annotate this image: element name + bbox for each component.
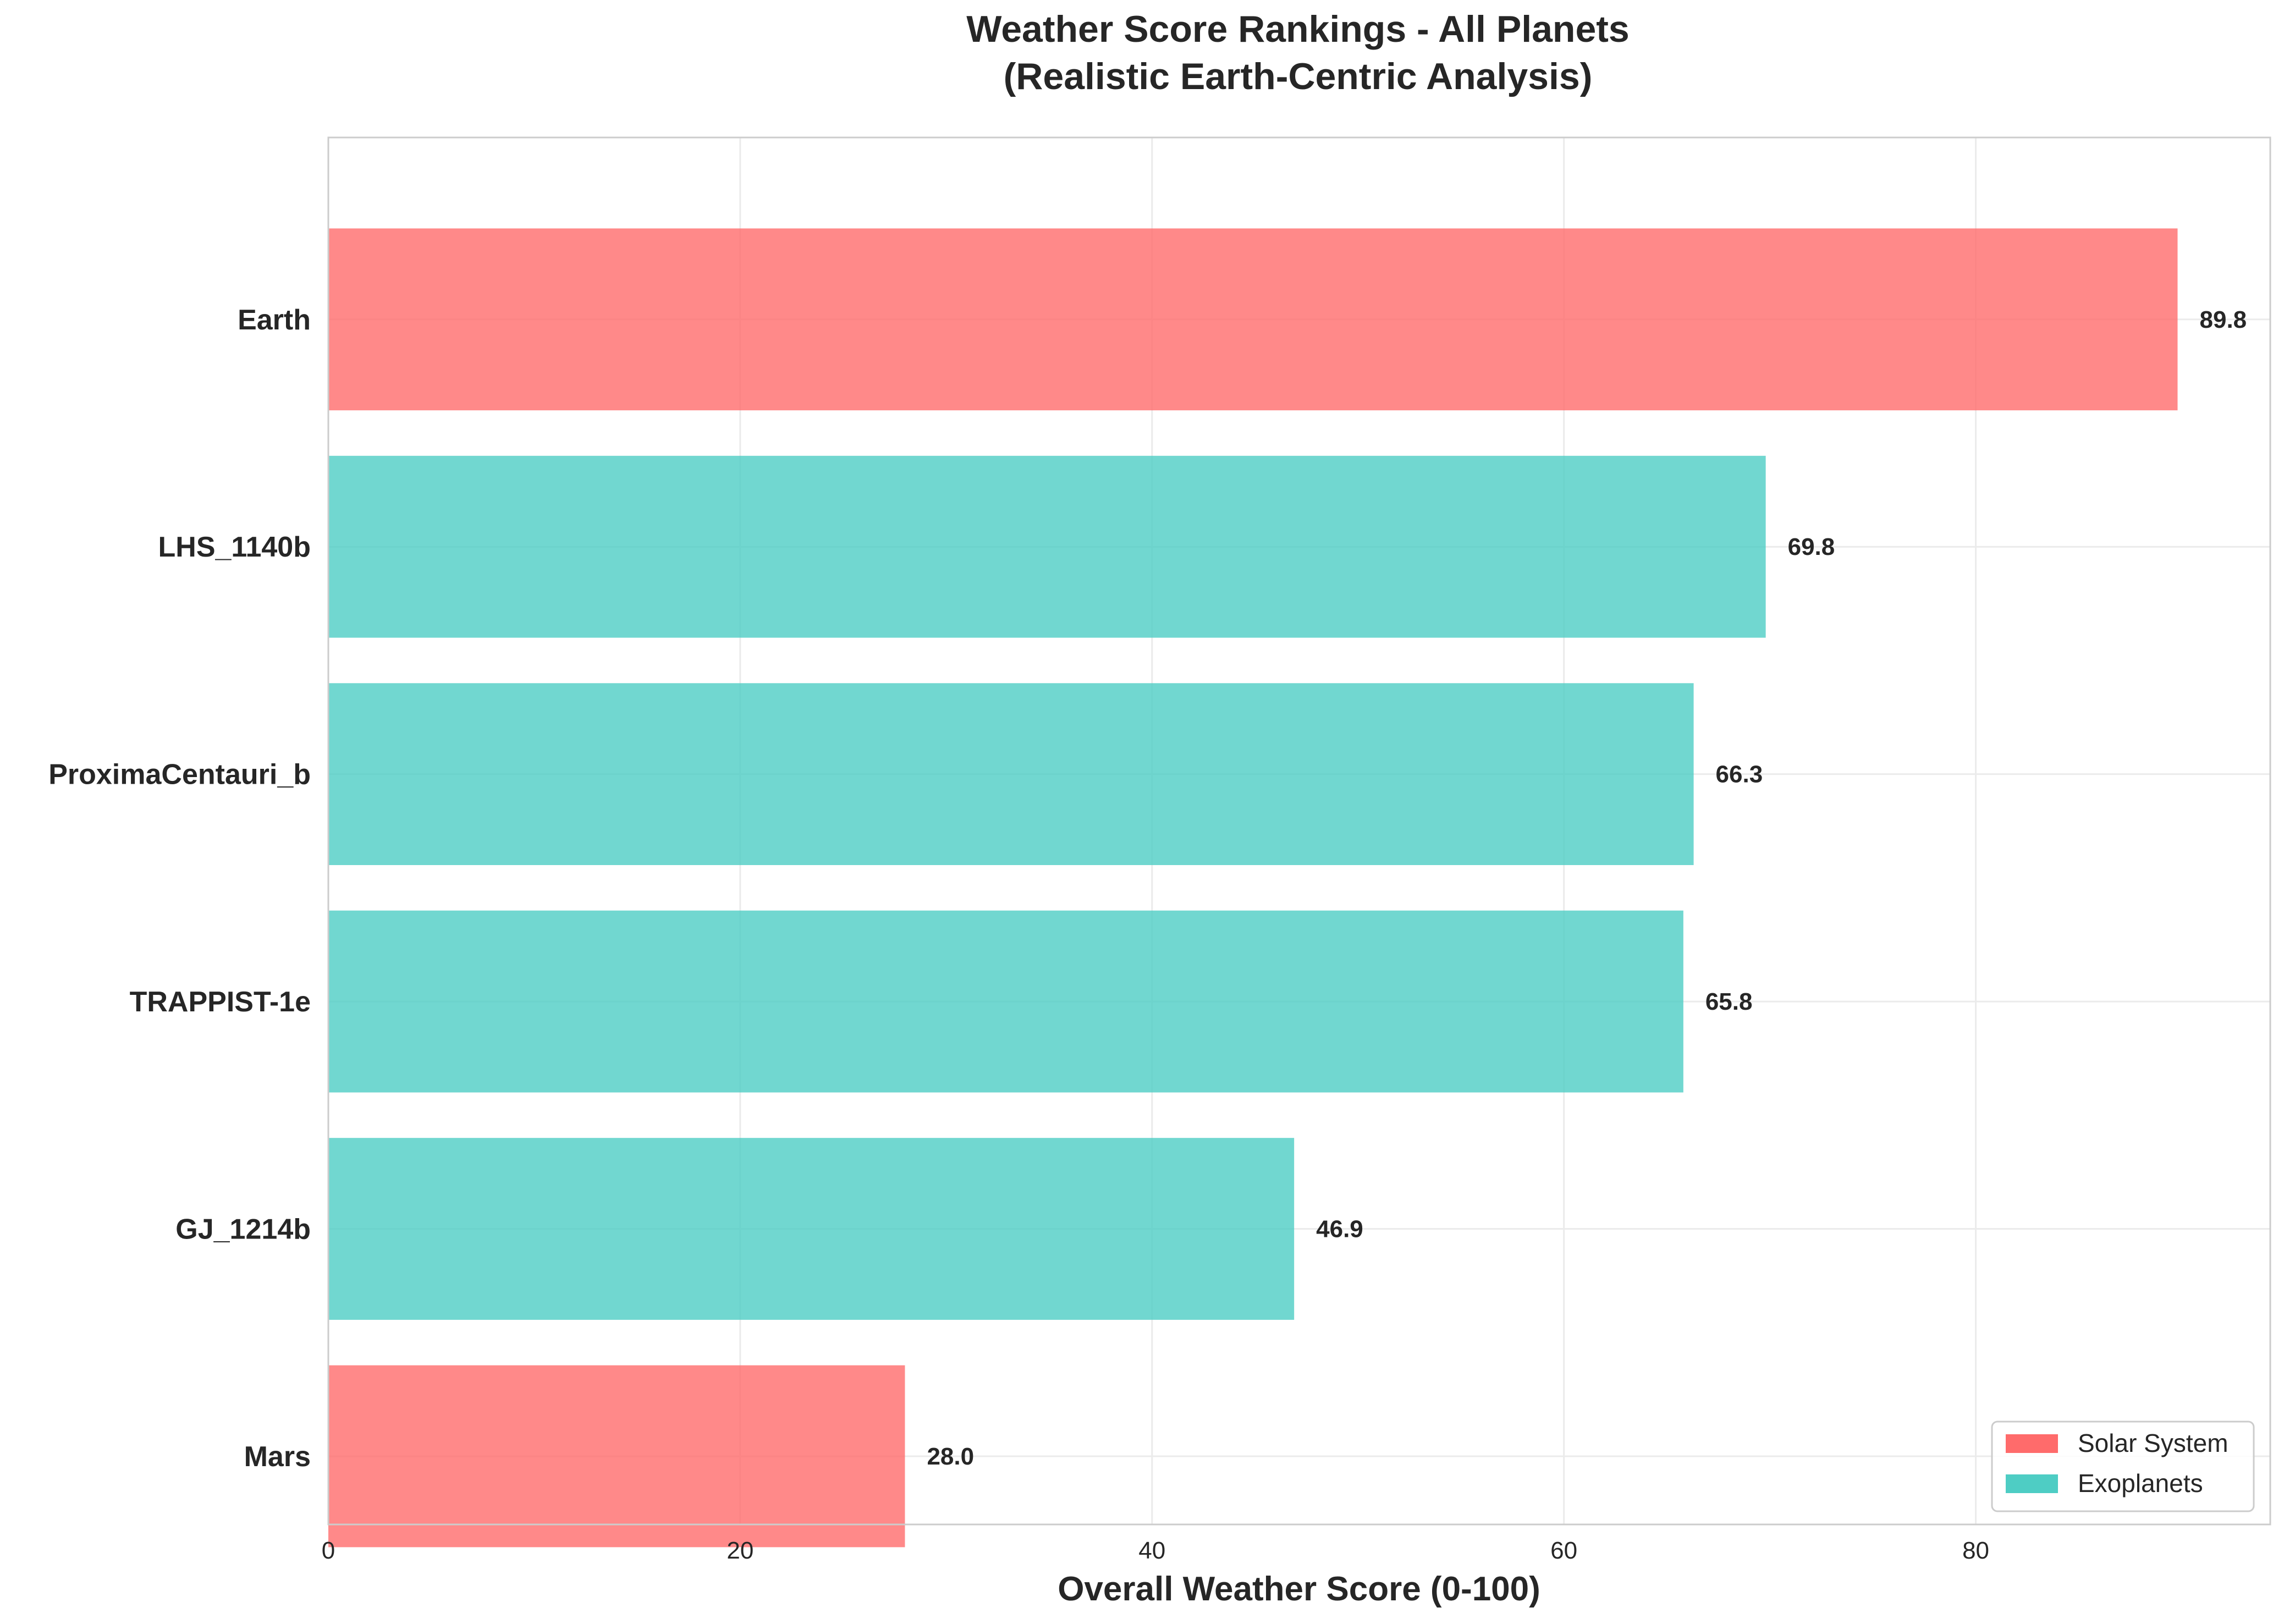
x-tick-label-0: 0 — [322, 1537, 335, 1564]
category-label-proximacentauri-b: ProximaCentauri_b — [48, 759, 311, 791]
category-label-lhs-1140b: LHS_1140b — [158, 531, 311, 563]
x-axis-label: Overall Weather Score (0-100) — [1058, 1570, 1540, 1608]
chart-subtitle: (Realistic Earth-Centric Analysis) — [1004, 56, 1593, 97]
legend-label-solar-system: Solar System — [2078, 1429, 2228, 1457]
category-label-gj-1214b: GJ_1214b — [175, 1214, 311, 1246]
bar-lhs-1140b — [328, 455, 1766, 638]
bar-mars — [328, 1365, 905, 1548]
bar-gj-1214b — [328, 1138, 1295, 1320]
bar-proximacentauri-b — [328, 683, 1694, 866]
label-layer: Earth 89.8 LHS_1140b 69.8 ProximaCentauri_b 6… — [48, 304, 2247, 1473]
x-tick-label-1: 20 — [727, 1537, 753, 1564]
x-tick-labels: 0 20 40 60 80 — [322, 1537, 1989, 1564]
chart-title: Weather Score Rankings - All Planets — [966, 8, 1629, 50]
x-tick-label-3: 60 — [1550, 1537, 1577, 1564]
category-label-trappist-1e: TRAPPIST-1e — [130, 986, 311, 1018]
bar-trappist-1e — [328, 910, 1683, 1093]
category-label-earth: Earth — [238, 304, 311, 336]
bar-layer — [328, 228, 2178, 1548]
plot-frame — [327, 136, 2271, 1526]
value-label-gj-1214b: 46.9 — [1316, 1216, 1363, 1243]
legend-label-exoplanets: Exoplanets — [2078, 1469, 2203, 1498]
bar-earth — [328, 228, 2178, 411]
value-label-trappist-1e: 65.8 — [1705, 988, 1753, 1015]
value-label-lhs-1140b: 69.8 — [1788, 533, 1835, 560]
value-label-earth: 89.8 — [2200, 306, 2247, 333]
x-tick-label-2: 40 — [1138, 1537, 1165, 1564]
legend-swatch-exoplanets — [2006, 1474, 2058, 1493]
legend-swatch-solar-system — [2006, 1434, 2058, 1453]
value-label-mars: 28.0 — [927, 1443, 974, 1470]
legend: Solar System Exoplanets — [1991, 1421, 2255, 1512]
x-tick-label-4: 80 — [1962, 1537, 1989, 1564]
category-label-mars: Mars — [244, 1441, 311, 1473]
value-label-proximacentauri-b: 66.3 — [1716, 761, 1763, 788]
